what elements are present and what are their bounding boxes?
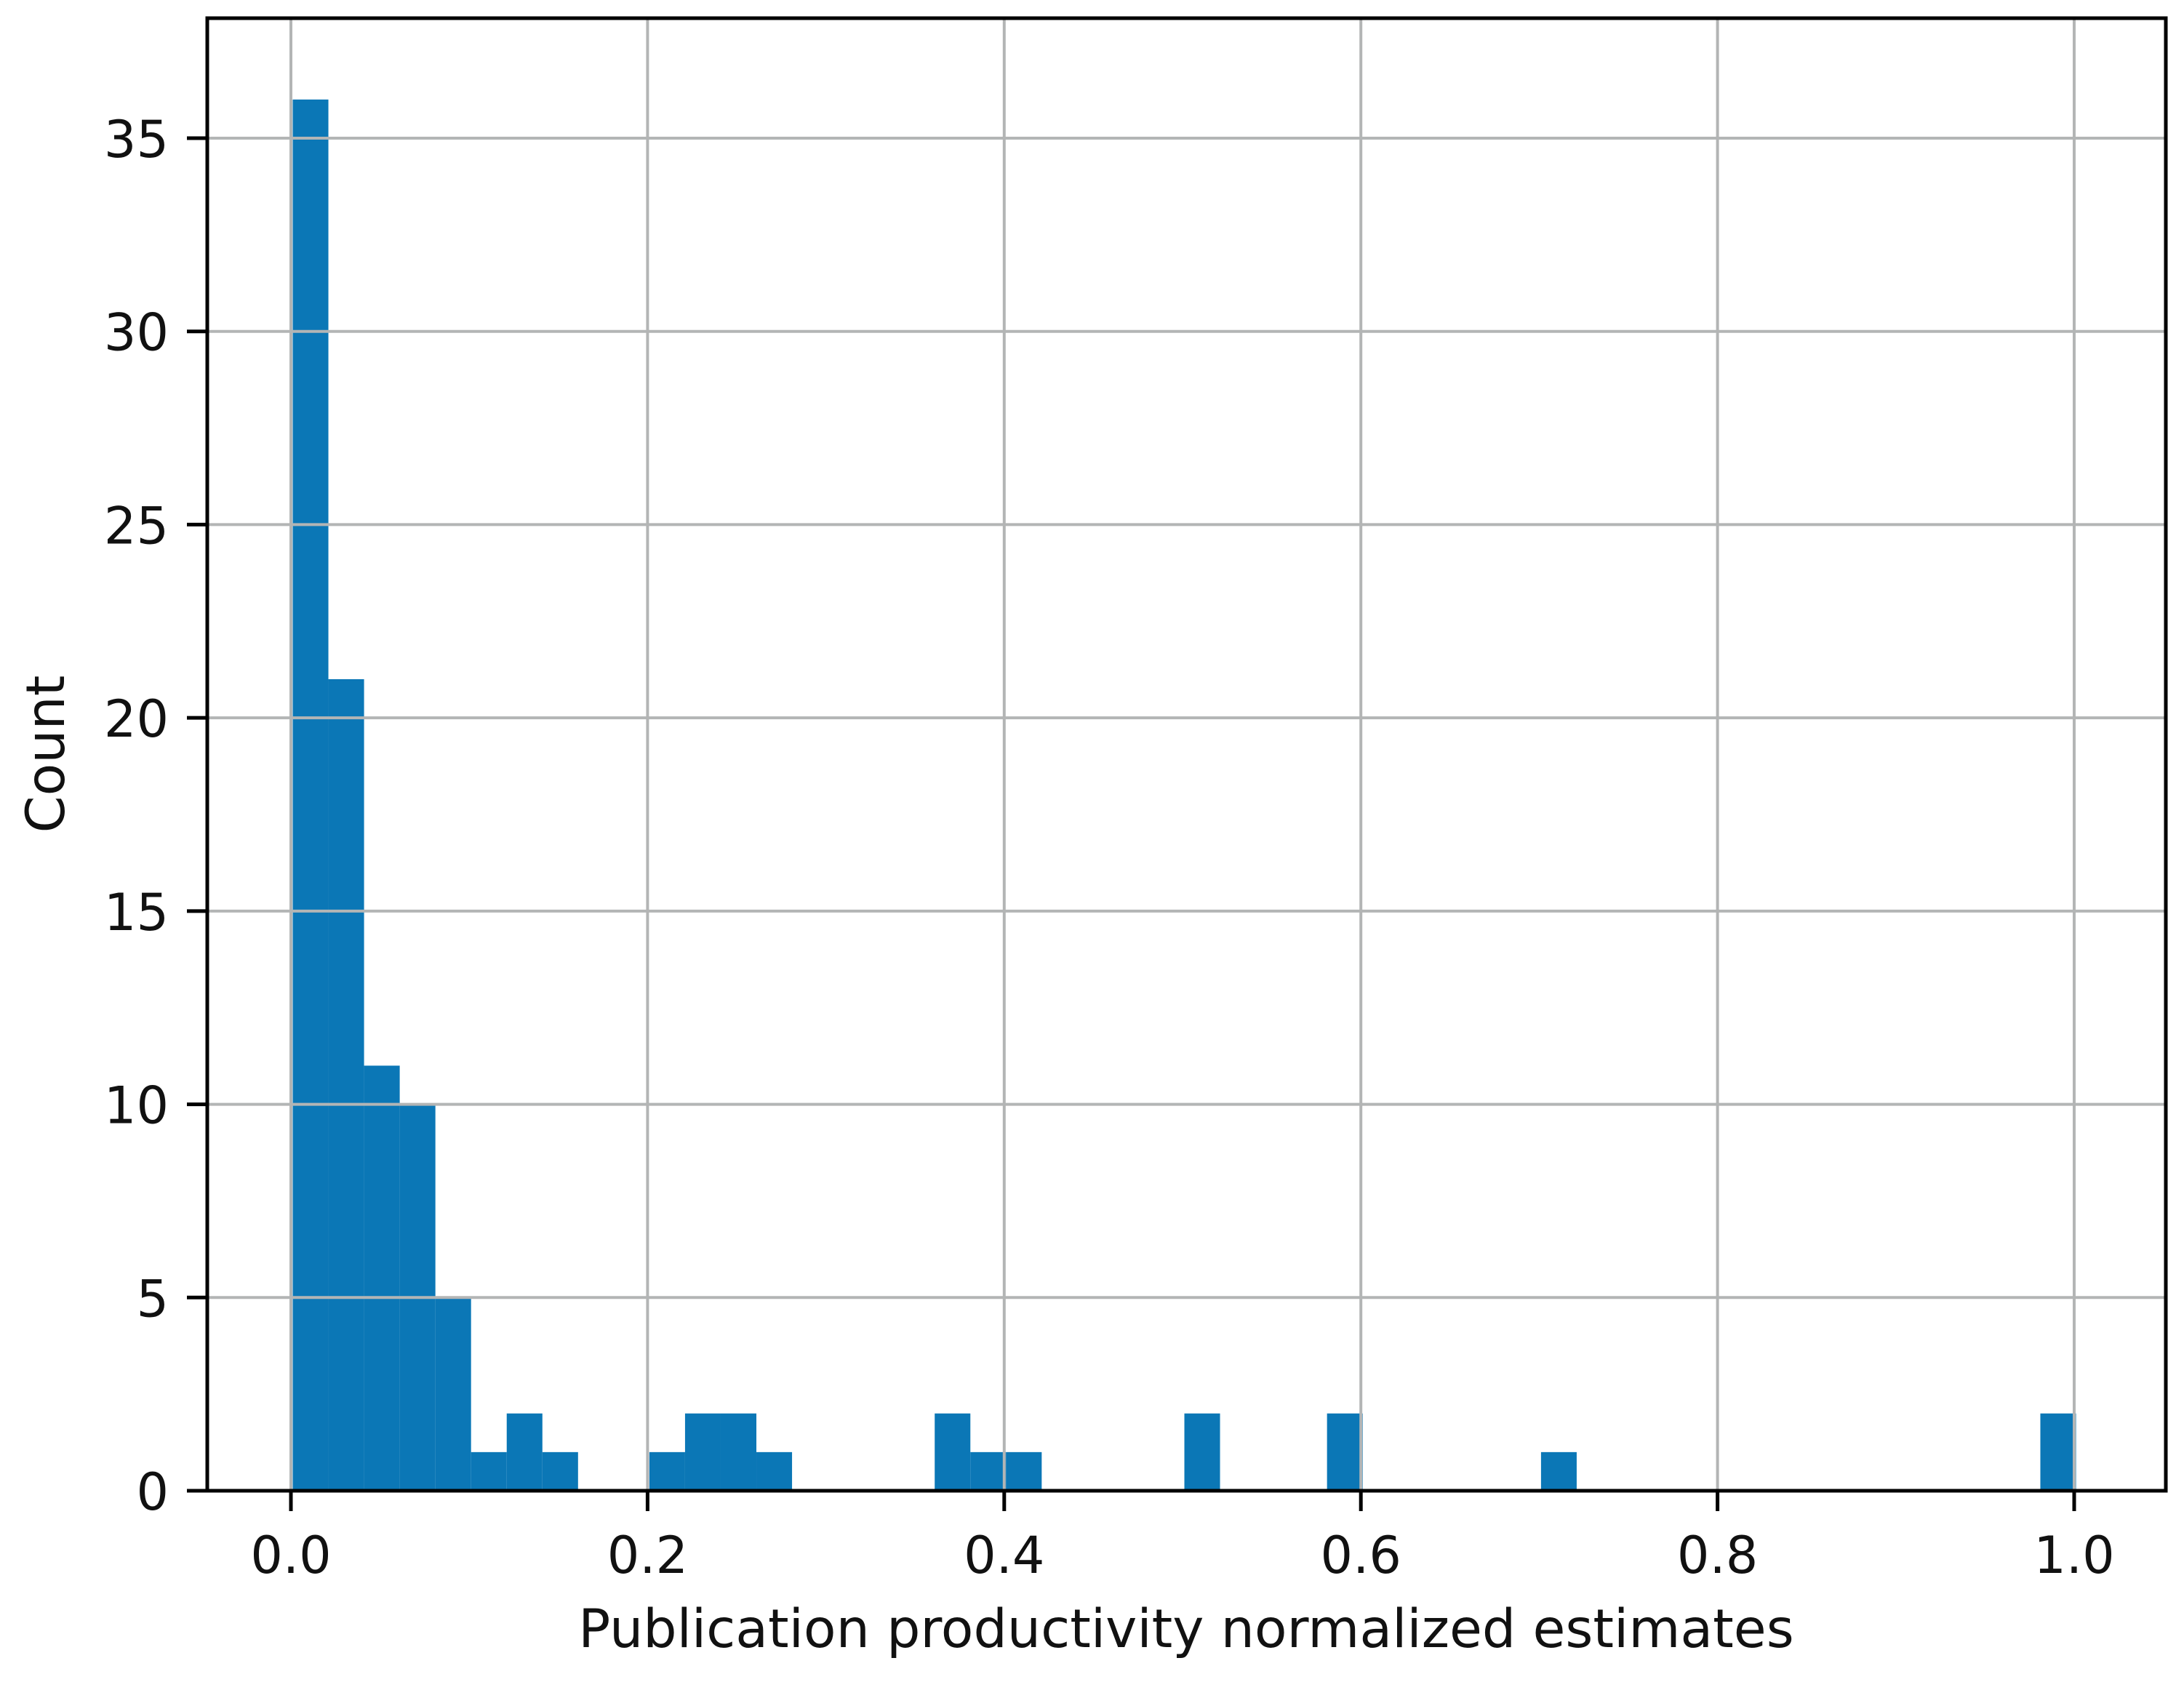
histogram-bar xyxy=(364,1065,400,1491)
histogram-bar xyxy=(1540,1451,1577,1491)
histogram-bar xyxy=(1327,1413,1363,1491)
histogram-bar xyxy=(970,1451,1007,1491)
histogram-bar xyxy=(328,678,364,1491)
bars-layer xyxy=(292,99,2076,1491)
y-tick-label: 15 xyxy=(104,883,169,942)
grid-layer xyxy=(207,18,2166,1491)
histogram-bar xyxy=(756,1451,793,1491)
histogram-bar xyxy=(2040,1413,2076,1491)
histogram-bar xyxy=(542,1451,578,1491)
histogram-bar xyxy=(471,1451,507,1491)
histogram-bar xyxy=(935,1413,971,1491)
y-tick-label: 30 xyxy=(104,303,169,363)
histogram-bar xyxy=(292,99,329,1491)
histogram-bar xyxy=(1006,1451,1042,1491)
x-axis-label: Publication productivity normalized esti… xyxy=(578,1598,1793,1660)
x-tick-label: 1.0 xyxy=(2033,1526,2114,1585)
histogram-bar xyxy=(649,1451,685,1491)
y-tick-label: 25 xyxy=(104,496,169,556)
y-tick-label: 20 xyxy=(104,689,169,749)
plot-border xyxy=(205,16,2168,1493)
histogram-bar xyxy=(684,1413,721,1491)
histogram-bar xyxy=(506,1413,543,1491)
tick-marks-layer xyxy=(187,136,2076,1511)
tick-labels-layer: 0.0 0.2 0.4 0.6 0.8 1.0 0 5 10 15 20 25 30 35 xyxy=(104,110,2115,1585)
y-tick-label: 10 xyxy=(104,1076,169,1136)
x-tick-label: 0.6 xyxy=(1321,1526,1401,1585)
histogram-bar xyxy=(435,1297,471,1491)
x-tick-label: 0.2 xyxy=(607,1526,688,1585)
histogram-bar xyxy=(720,1413,757,1491)
x-tick-label: 0.0 xyxy=(250,1526,331,1585)
y-axis-label: Count xyxy=(15,676,77,833)
y-tick-label: 0 xyxy=(136,1462,169,1522)
y-tick-label: 35 xyxy=(104,110,169,169)
x-tick-label: 0.8 xyxy=(1677,1526,1758,1585)
y-tick-label: 5 xyxy=(136,1269,169,1329)
histogram-bar xyxy=(1184,1413,1220,1491)
x-tick-label: 0.4 xyxy=(964,1526,1044,1585)
